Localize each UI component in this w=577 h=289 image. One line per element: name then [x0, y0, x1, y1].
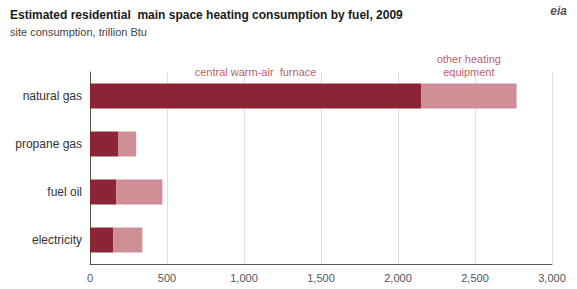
svg-text:2,000: 2,000 [384, 272, 412, 284]
svg-text:fuel oil: fuel oil [47, 185, 82, 199]
svg-text:0: 0 [87, 272, 93, 284]
svg-text:propane gas: propane gas [15, 137, 82, 151]
svg-text:central warm-air furnace: central warm-air furnace [195, 66, 317, 78]
svg-text:500: 500 [158, 272, 176, 284]
svg-text:1,500: 1,500 [307, 272, 335, 284]
svg-text:Estimated residential main sp: Estimated residential main space heating… [10, 8, 403, 22]
svg-text:3,000: 3,000 [538, 272, 566, 284]
svg-text:2,500: 2,500 [461, 272, 489, 284]
svg-text:eia: eia [550, 4, 567, 18]
svg-text:site consumption, trillion Btu: site consumption, trillion Btu [10, 26, 147, 38]
svg-text:1,000: 1,000 [230, 272, 258, 284]
svg-text:electricity: electricity [32, 233, 82, 247]
svg-text:equipment: equipment [443, 66, 494, 78]
svg-text:natural gas: natural gas [23, 89, 82, 103]
svg-text:other heating: other heating [437, 53, 501, 65]
